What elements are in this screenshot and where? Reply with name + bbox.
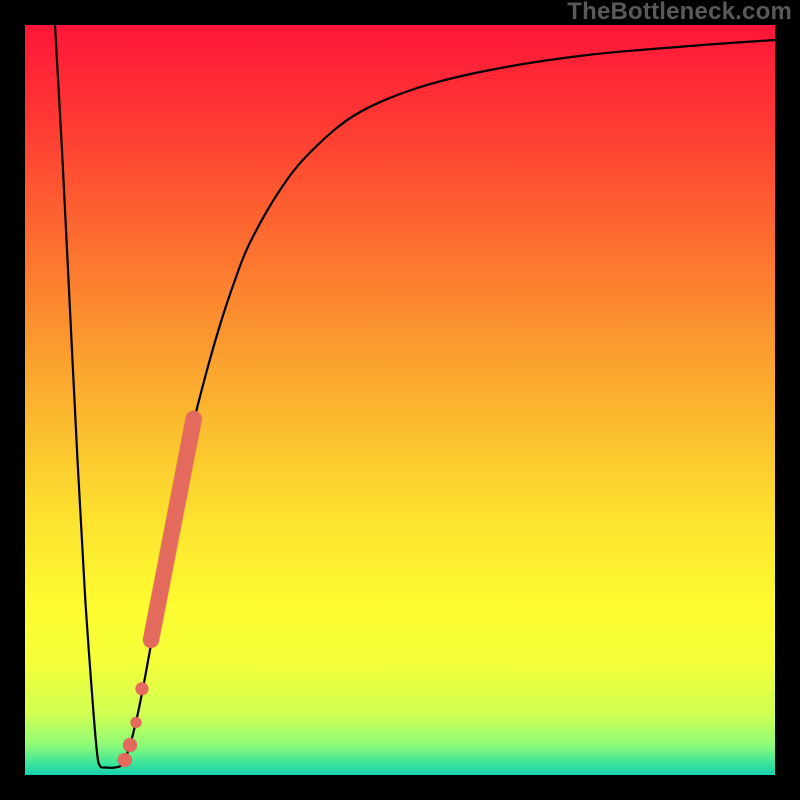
marker-dot: [131, 717, 142, 728]
marker-dot: [136, 682, 149, 695]
chart-svg: [25, 25, 775, 775]
plot-background: [25, 25, 775, 775]
marker-dot: [123, 738, 137, 752]
chart-frame: TheBottleneck.com: [0, 0, 800, 800]
watermark-text: TheBottleneck.com: [567, 0, 792, 24]
marker-dot: [118, 753, 132, 767]
